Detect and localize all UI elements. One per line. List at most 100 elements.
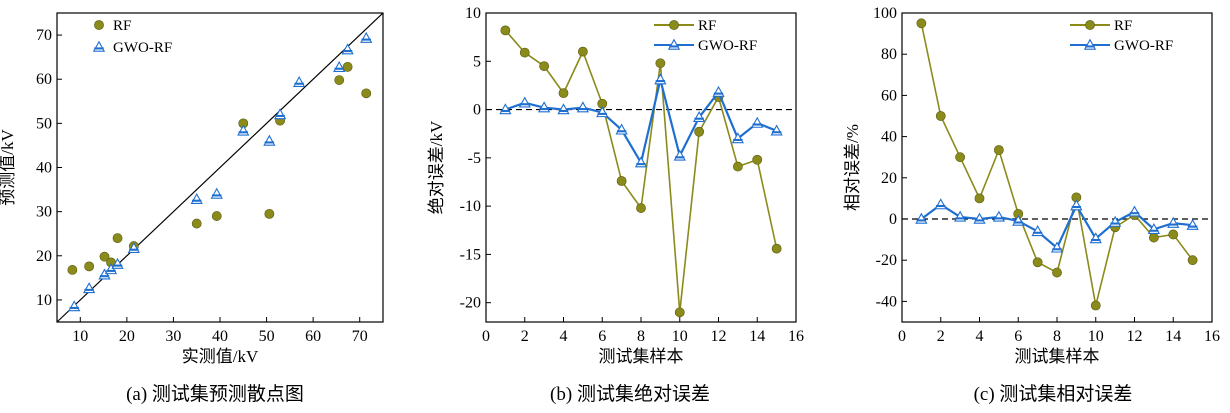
rel-error-point [993,145,1004,155]
scatter-legend-marker-base [94,47,104,50]
rel-error-point-base [994,217,1004,220]
abs-error-ytick-label: 10 [465,5,481,22]
abs-error-legend-marker [669,20,679,30]
scatter-ytick-label: 60 [36,71,52,88]
rel-error-point [955,152,966,163]
rel-error-legend: RF GWO-RF [1070,18,1173,54]
abs-error-point [655,58,666,69]
rel-error-point-base [1052,248,1062,251]
abs-error-point [674,307,685,318]
scatter-point-base [192,199,202,202]
rel-error-point-base [1168,223,1178,226]
abs-error-point [500,25,511,36]
rel-error-point [934,198,947,210]
rel-error-point [1187,255,1198,266]
abs-error-xtick-label: 2 [521,328,529,345]
rel-error-ytick-label: 20 [881,170,897,187]
abs-error-point [519,47,530,58]
scatter-xtick-label: 30 [165,328,181,345]
caption-relative-error: (c) 测试集相对误差 [974,383,1133,405]
scatter-legend-marker [94,20,104,30]
scatter-point-base [106,269,116,272]
abs-error-point-base [771,131,782,134]
scatter-point [210,187,223,199]
rel-error-ytick-label: 60 [881,87,897,104]
abs-error-ytick-label: -10 [460,198,481,215]
abs-error-point [732,161,743,172]
rel-error-line [920,23,1194,306]
scatter-x-axis-label: 实测值/kV [182,347,259,366]
scatter-point-base [212,194,222,197]
rel-error-point [1032,257,1043,268]
abs-error-point-base [500,109,511,113]
rel-error-xtick-label: 14 [1165,328,1181,345]
abs-error-point-base [752,123,762,126]
scatter-legend-marker [92,40,106,52]
scatter-point [191,218,202,229]
scatter-ytick-label: 50 [36,115,52,132]
abs-error-series-rf [500,25,782,318]
rel-error-point [1031,225,1044,237]
scatter-point-base [84,288,94,291]
scatter-point [293,75,306,88]
scatter-point [263,134,276,146]
rel-error-point [1148,232,1159,243]
abs-error-point [634,156,648,168]
rel-error-point-base [1110,222,1120,225]
abs-error-point [752,154,763,165]
abs-error-ytick-label: 0 [473,102,481,119]
rel-error-chart: 0 2 4 6 8 10 12 14 16 -40 -20 0 20 40 60 80 100 测试集样本 相对误差… [843,5,1220,366]
abs-error-point-base [636,163,646,166]
abs-error-point-base [558,109,569,113]
rel-error-ytick-label: -20 [876,252,897,269]
abs-error-legend-label: GWO-RF [698,38,757,54]
scatter-xtick-label: 40 [212,328,228,345]
scatter-point-base [275,114,285,118]
abs-error-xtick-label: 16 [788,328,804,345]
scatter-point [360,31,373,43]
scatter-ytick-label: 40 [36,160,52,177]
scatter-point-base [361,38,371,41]
scatter-point-base [334,67,344,70]
abs-error-point [539,61,550,72]
scatter-point [342,61,353,72]
rel-error-series-rf [916,18,1198,311]
abs-error-point [636,203,646,213]
scatter-point-base [342,50,353,53]
scatter-xtick-label: 70 [352,328,368,345]
abs-error-y-axis-label: 绝对误差/kV [427,120,446,214]
rel-error-point-base [1032,231,1043,234]
rel-error-point [916,18,927,29]
rel-error-xtick-label: 0 [898,328,906,345]
scatter-point-base [112,264,123,267]
scatter-point-base [294,82,304,85]
scatter-ytick-label: 10 [36,292,52,309]
caption-absolute-error: (b) 测试集绝对误差 [550,383,710,405]
rel-error-xtick-label: 4 [976,328,984,345]
abs-error-point-base [713,92,724,95]
rel-error-ytick-label: 0 [889,211,897,228]
abs-error-ytick-label: -20 [460,295,481,312]
scatter-point [361,88,372,99]
rel-error-point [1052,267,1062,278]
abs-error-xtick-label: 0 [482,328,490,345]
abs-error-line [505,79,778,166]
rel-error-point [935,111,946,121]
abs-error-point-base [539,108,549,111]
scatter-legend: RF GWO-RF [92,18,172,56]
rel-error-legend-marker-base [1085,45,1095,48]
abs-error-x-axis-label: 测试集样本 [599,347,684,366]
abs-error-point [654,73,667,85]
rel-error-point-base [974,219,985,222]
abs-error-point-base [578,108,588,111]
rel-error-ytick-label: 100 [873,5,897,22]
abs-error-point-base [520,103,530,106]
scatter-xtick-label: 60 [305,328,321,345]
caption-group: (a) 测试集预测散点图 (b) 测试集绝对误差 (c) 测试集相对误差 [126,383,1132,405]
scatter-point-base [69,306,79,310]
scatter-point [334,75,345,85]
scatter-point [99,251,110,262]
rel-error-point-base [1187,225,1198,228]
abs-error-point-base [655,80,666,83]
